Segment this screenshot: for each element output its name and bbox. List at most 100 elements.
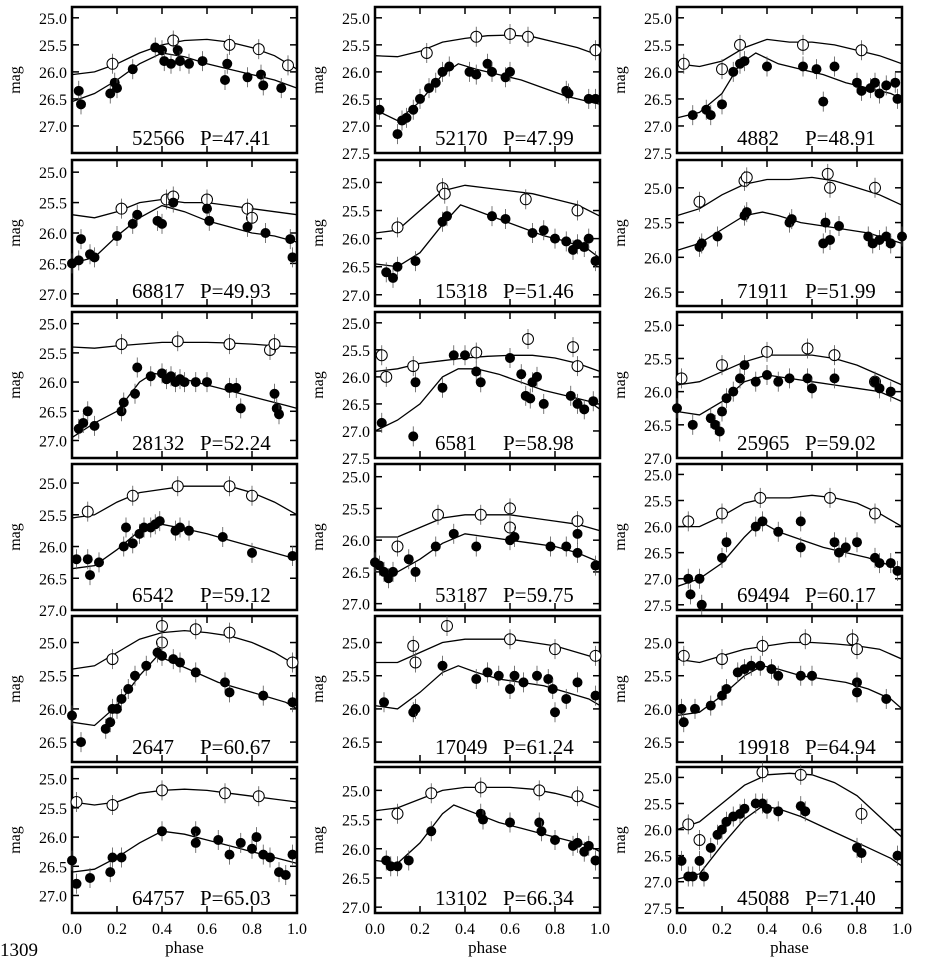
y-tick-label: 27.0 — [39, 603, 67, 620]
filled-point — [786, 214, 797, 225]
filled-point — [795, 516, 806, 527]
panel-frame — [675, 765, 904, 915]
filled-point — [471, 366, 482, 377]
filled-point — [538, 225, 549, 236]
y-tick-label: 26.0 — [39, 65, 67, 82]
star-id-label: 71911 — [737, 279, 789, 303]
panel-71911: 25.0 25.5 26.0 26.5 mag 71911 P=51.99 — [612, 158, 907, 308]
y-tick-label: 25.5 — [644, 797, 672, 814]
x-tick-label: 0.2 — [107, 921, 127, 938]
panel-13102: 25.0 25.5 26.0 26.5 27.0 mag 13102 P=66.34 0.0 0.… — [310, 765, 610, 957]
y-tick-label: 27.5 — [342, 451, 370, 468]
model-curve-open — [676, 38, 903, 68]
y-tick-label: 25.0 — [39, 476, 67, 493]
filled-point — [572, 398, 583, 409]
filled-point — [118, 541, 129, 552]
filled-point — [852, 77, 862, 88]
y-tick-label: 27.0 — [39, 119, 67, 136]
filled-point — [287, 849, 298, 860]
filled-point — [379, 697, 389, 708]
x-tick-label: 0.0 — [62, 921, 82, 938]
model-curve-open — [375, 514, 601, 538]
filled-point — [374, 104, 385, 115]
filled-point — [798, 61, 808, 72]
filled-point — [818, 96, 829, 107]
y-tick-label: 26.5 — [39, 859, 67, 876]
filled-point — [388, 272, 398, 283]
filled-point — [572, 528, 583, 539]
filled-point — [509, 670, 520, 681]
y-tick-label: 25.5 — [644, 669, 672, 686]
filled-point — [179, 377, 190, 388]
filled-point — [217, 532, 228, 542]
filled-point — [705, 842, 716, 853]
y-tick-label: 25.5 — [342, 204, 370, 221]
filled-point — [112, 83, 122, 94]
filled-point — [76, 234, 86, 245]
filled-point — [67, 710, 77, 721]
filled-point — [766, 664, 777, 675]
filled-point — [699, 871, 709, 882]
y-tick-label: 27.0 — [644, 875, 672, 892]
filled-point — [116, 852, 127, 863]
filled-point — [563, 88, 574, 99]
filled-point — [251, 832, 262, 843]
filled-point — [721, 537, 732, 548]
filled-point — [728, 66, 739, 77]
filled-point — [437, 382, 448, 393]
filled-point — [538, 398, 549, 409]
y-tick-label: 26.5 — [644, 285, 672, 302]
filled-point — [204, 215, 215, 226]
filled-point — [757, 516, 768, 527]
filled-point — [287, 252, 298, 263]
filled-point — [269, 388, 280, 399]
y-axis-label: mag — [612, 523, 629, 551]
filled-point — [773, 526, 784, 537]
panel-frame — [373, 5, 602, 155]
filled-point — [834, 547, 844, 558]
period-label: P=71.40 — [805, 886, 876, 910]
model-curve-open — [676, 176, 903, 217]
filled-point — [690, 703, 700, 714]
star-id-label: 4882 — [737, 126, 779, 150]
filled-point — [287, 551, 298, 562]
star-id-label: 68817 — [132, 279, 185, 303]
filled-point — [493, 670, 504, 681]
filled-point — [82, 406, 93, 417]
y-axis-label: mag — [310, 66, 327, 94]
filled-point — [694, 855, 705, 866]
period-label: P=59.75 — [503, 583, 574, 607]
period-label: P=48.91 — [805, 126, 876, 150]
y-tick-label: 25.5 — [39, 196, 67, 213]
x-tick-label: 0.0 — [667, 921, 687, 938]
x-axis-label: phase — [165, 938, 204, 957]
y-tick-label: 27.0 — [342, 900, 370, 917]
filled-point — [121, 522, 131, 533]
filled-point — [430, 541, 441, 552]
filled-point — [388, 566, 398, 577]
model-curve-open — [676, 772, 903, 838]
star-id-label: 69494 — [737, 583, 790, 607]
filled-point — [190, 667, 201, 678]
filled-point — [534, 817, 545, 828]
filled-point — [430, 77, 441, 88]
filled-point — [547, 684, 558, 694]
panel-53187: 25.0 25.5 26.0 26.5 27.0 mag 53187 P=59.75 — [310, 462, 602, 614]
x-tick-label: 0.4 — [152, 921, 172, 938]
filled-point — [175, 522, 185, 533]
filled-point — [739, 360, 750, 371]
filled-point — [714, 426, 725, 437]
filled-point — [590, 256, 601, 267]
filled-point — [717, 824, 727, 835]
y-tick-label: 26.5 — [342, 260, 370, 277]
filled-point — [67, 855, 77, 866]
period-label: P=64.94 — [805, 735, 876, 759]
filled-point — [471, 541, 482, 552]
filled-point — [276, 83, 287, 94]
filled-point — [85, 570, 95, 581]
filled-point — [235, 837, 246, 848]
filled-point — [202, 203, 212, 214]
filled-point — [403, 554, 414, 565]
y-tick-label: 26.5 — [644, 546, 672, 563]
filled-point — [105, 867, 116, 878]
